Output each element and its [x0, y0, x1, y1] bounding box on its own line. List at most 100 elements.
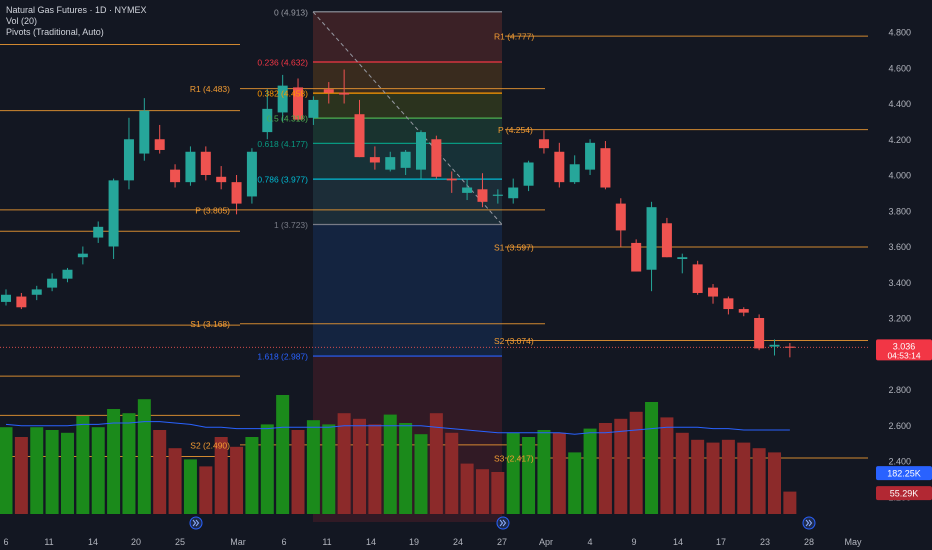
- volume-bar: [168, 448, 182, 514]
- candle-body: [677, 257, 688, 260]
- volume-bar: [552, 432, 566, 514]
- bar-countdown: 04:53:14: [887, 350, 920, 360]
- double-chevron-icon: [192, 519, 200, 527]
- jump-to-icon[interactable]: [496, 516, 510, 530]
- candle-body: [508, 187, 519, 199]
- fib-level-label: 0.5 (4.318): [267, 114, 308, 124]
- fib-level-label: 0.618 (4.177): [257, 139, 308, 149]
- volume-bar: [260, 424, 274, 514]
- symbol-title[interactable]: Natural Gas Futures · 1D · NYMEX: [6, 5, 147, 15]
- candle-body: [569, 164, 580, 183]
- candle-body: [769, 344, 780, 347]
- time-tick-label: 19: [409, 537, 419, 547]
- chart-labels: R1 (4.483) P (3.805) S1 (3.168) S2 (2.490) R…: [190, 7, 535, 463]
- candle-body: [354, 114, 365, 158]
- volume-bar: [107, 409, 121, 514]
- candle-body: [692, 264, 703, 293]
- volume-bar: [675, 432, 689, 514]
- time-tick-label: 11: [44, 537, 53, 547]
- fib-trend-line: [312, 11, 503, 225]
- candle-body: [200, 151, 211, 175]
- volume-bar: [306, 420, 320, 514]
- volume-last-badge: [876, 486, 932, 501]
- time-tick-label: 17: [716, 537, 726, 547]
- double-chevron-icon: [805, 519, 813, 527]
- volume-last-value: 55.29K: [890, 489, 919, 499]
- candle-body: [385, 157, 396, 170]
- jump-to-icon[interactable]: [802, 516, 816, 530]
- fib-level-label: 1 (3.723): [274, 220, 308, 230]
- jump-to-icon[interactable]: [189, 516, 203, 530]
- price-tick-label: 3.600: [888, 242, 911, 252]
- candle-body: [246, 151, 257, 197]
- candle-body: [646, 207, 657, 270]
- time-tick-label: 24: [453, 537, 463, 547]
- time-tick-label: 9: [631, 537, 636, 547]
- candle-body: [708, 287, 719, 297]
- price-tick-label: 3.800: [888, 206, 911, 216]
- volume-bar: [414, 434, 428, 514]
- volume-bar: [337, 413, 351, 514]
- candle-body: [415, 132, 426, 170]
- candle-body: [462, 187, 473, 193]
- price-tick-label: 4.400: [888, 99, 911, 109]
- volume-bar: [76, 416, 90, 514]
- candle-body: [308, 99, 319, 118]
- pivot-label: R1 (4.777): [494, 32, 534, 42]
- pivot-label: S1 (3.597): [494, 243, 534, 253]
- pivot-label: S1 (3.168): [190, 319, 230, 329]
- price-tick-label: 2.400: [888, 457, 911, 467]
- candle-body: [738, 309, 749, 313]
- volume-bar: [383, 414, 397, 514]
- volume-bar: [45, 430, 59, 514]
- candle-body: [62, 269, 73, 279]
- time-tick-label: 14: [366, 537, 376, 547]
- fib-zone: [313, 179, 502, 225]
- volume-bar: [645, 402, 659, 514]
- candle-body: [93, 226, 104, 238]
- volume-bar: [0, 427, 13, 514]
- candle-body: [170, 169, 181, 183]
- candle-body: [139, 110, 150, 154]
- volume-bars: [0, 395, 797, 514]
- volume-bar: [737, 442, 751, 514]
- candle-body: [231, 182, 242, 204]
- time-tick-label: 28: [804, 537, 814, 547]
- pivot-label: S2 (3.074): [494, 336, 534, 346]
- volume-bar: [475, 469, 489, 514]
- last-price-badge: [876, 339, 932, 361]
- time-tick-label: 6: [3, 537, 8, 547]
- volume-bar: [122, 413, 136, 514]
- volume-bar: [660, 417, 674, 514]
- candle-body: [108, 180, 119, 247]
- last-price-value: 3.036: [893, 341, 916, 351]
- volume-bar: [368, 424, 382, 514]
- fib-level-label: 0.786 (3.977): [257, 175, 308, 185]
- time-tick-label: Mar: [230, 537, 246, 547]
- price-tick-label: 3.200: [888, 314, 911, 324]
- volume-bar: [583, 428, 597, 514]
- candle-body: [723, 298, 734, 310]
- time-tick-label: May: [844, 537, 862, 547]
- volume-bar: [783, 491, 797, 514]
- fib-zone: [313, 224, 502, 357]
- volume-bar: [537, 430, 551, 514]
- volume-bar: [691, 439, 705, 514]
- pivots-indicator-label[interactable]: Pivots (Traditional, Auto): [6, 27, 104, 37]
- fib-zone: [313, 118, 502, 144]
- volume-bar: [30, 427, 44, 514]
- time-tick-label: Apr: [539, 537, 553, 547]
- candle-body: [400, 151, 411, 168]
- time-axis-background: [0, 530, 932, 550]
- volume-indicator-label[interactable]: Vol (20): [6, 16, 38, 26]
- volume-bar: [752, 448, 766, 514]
- candle-body: [323, 89, 334, 93]
- time-tick-label: 14: [673, 537, 683, 547]
- jump-buttons[interactable]: [189, 516, 816, 530]
- time-axis: 6 11 14 20 25 Mar 6 11 14 19 24 27 Apr 4 9 14 17 23 28 May: [0, 530, 932, 550]
- candle-body: [154, 139, 165, 150]
- fib-level-label: 0.236 (4.632): [257, 58, 308, 68]
- time-tick-label: 27: [497, 537, 507, 547]
- volume-ma-line: [5, 421, 790, 435]
